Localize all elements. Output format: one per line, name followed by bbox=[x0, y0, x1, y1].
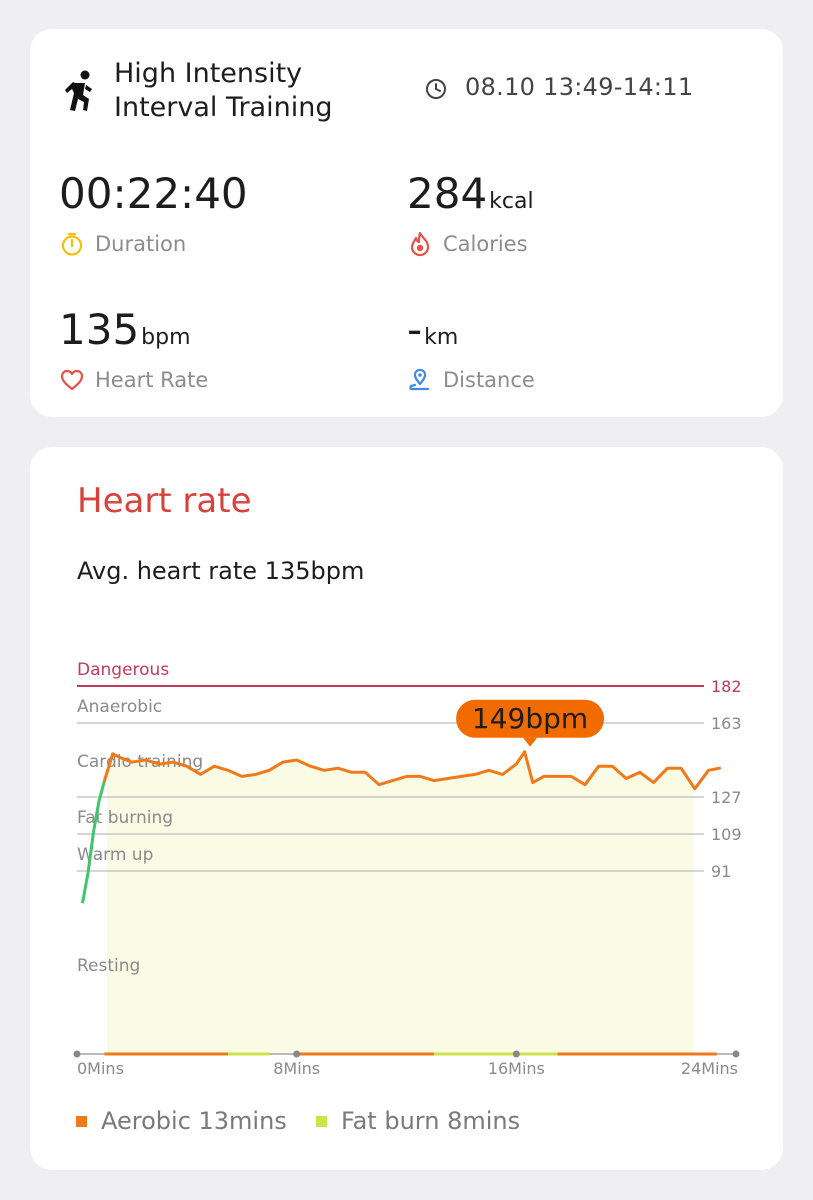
y-tick-182: 182 bbox=[711, 677, 742, 696]
x-tick-dot-1 bbox=[293, 1050, 301, 1058]
average-heart-rate: Avg. heart rate 135bpm bbox=[77, 557, 365, 585]
x-tick-dot-3 bbox=[732, 1050, 740, 1058]
heart-rate-title: Heart rate bbox=[77, 481, 252, 521]
stopwatch-icon bbox=[61, 232, 83, 256]
heart-rate-label: Heart Rate bbox=[95, 368, 209, 392]
peak-bubble-pointer bbox=[523, 737, 538, 747]
distance-metric: -km Distance bbox=[407, 307, 535, 393]
heart-rate-unit: bpm bbox=[141, 325, 191, 350]
location-pin-icon bbox=[409, 368, 430, 391]
series-line-warmup bbox=[81, 780, 106, 904]
zone-label-fat-burning: Fat burning bbox=[77, 808, 173, 828]
heart-rate-card: Heart rate Avg. heart rate 135bpm Danger… bbox=[30, 447, 783, 1170]
zone-label-resting: Resting bbox=[77, 956, 140, 976]
zone-label-warm-up: Warm up bbox=[77, 845, 153, 865]
aerobic-swatch bbox=[76, 1115, 87, 1127]
y-tick-163: 163 bbox=[711, 714, 742, 733]
running-icon bbox=[65, 70, 92, 111]
x-tick-label-3: 24Mins bbox=[681, 1059, 738, 1078]
calories-metric: 284kcal Calories bbox=[407, 171, 534, 257]
flame-icon bbox=[410, 231, 430, 257]
workout-summary-card: High Intensity Interval Training 08.10 1… bbox=[30, 29, 783, 417]
y-tick-91: 91 bbox=[711, 862, 731, 881]
workout-time: 08.10 13:49-14:11 bbox=[465, 73, 694, 101]
workout-title: High Intensity Interval Training bbox=[114, 58, 333, 123]
heart-rate-value: 135 bbox=[59, 305, 140, 354]
distance-label: Distance bbox=[443, 368, 535, 392]
calories-unit: kcal bbox=[489, 189, 534, 214]
y-tick-109: 109 bbox=[711, 825, 742, 844]
fat-burn-swatch bbox=[316, 1115, 327, 1127]
aerobic-legend-label: Aerobic 13mins bbox=[101, 1107, 287, 1135]
y-tick-127: 127 bbox=[711, 788, 742, 807]
duration-metric: 00:22:40 Duration bbox=[59, 171, 250, 257]
duration-value: 00:22:40 bbox=[59, 169, 248, 218]
zone-label-dangerous: Dangerous bbox=[77, 660, 169, 680]
zone-label-anaerobic: Anaerobic bbox=[77, 697, 162, 717]
legend-fat-burn: Fat burn 8mins bbox=[316, 1107, 520, 1135]
chart-fill-area bbox=[104, 751, 693, 1054]
x-tick-dot-2 bbox=[512, 1050, 520, 1058]
distance-value: - bbox=[407, 305, 423, 354]
fat-burn-legend-label: Fat burn 8mins bbox=[341, 1107, 521, 1135]
calories-label: Calories bbox=[443, 232, 528, 256]
peak-label: 149bpm bbox=[472, 702, 588, 735]
heart-icon bbox=[60, 369, 84, 391]
legend-aerobic: Aerobic 13mins bbox=[76, 1107, 287, 1135]
x-tick-label-0: 0Mins bbox=[77, 1059, 124, 1078]
peak-bubble bbox=[456, 699, 605, 738]
heart-rate-metric: 135bpm Heart Rate bbox=[59, 307, 208, 393]
x-tick-label-2: 16Mins bbox=[488, 1059, 545, 1078]
x-tick-dot-0 bbox=[73, 1050, 81, 1058]
x-tick-label-1: 8Mins bbox=[273, 1059, 320, 1078]
calories-value: 284 bbox=[407, 169, 488, 218]
series-line-heart-rate bbox=[103, 750, 721, 791]
clock-icon bbox=[426, 79, 446, 99]
distance-unit: km bbox=[424, 325, 459, 350]
duration-label: Duration bbox=[95, 232, 187, 256]
